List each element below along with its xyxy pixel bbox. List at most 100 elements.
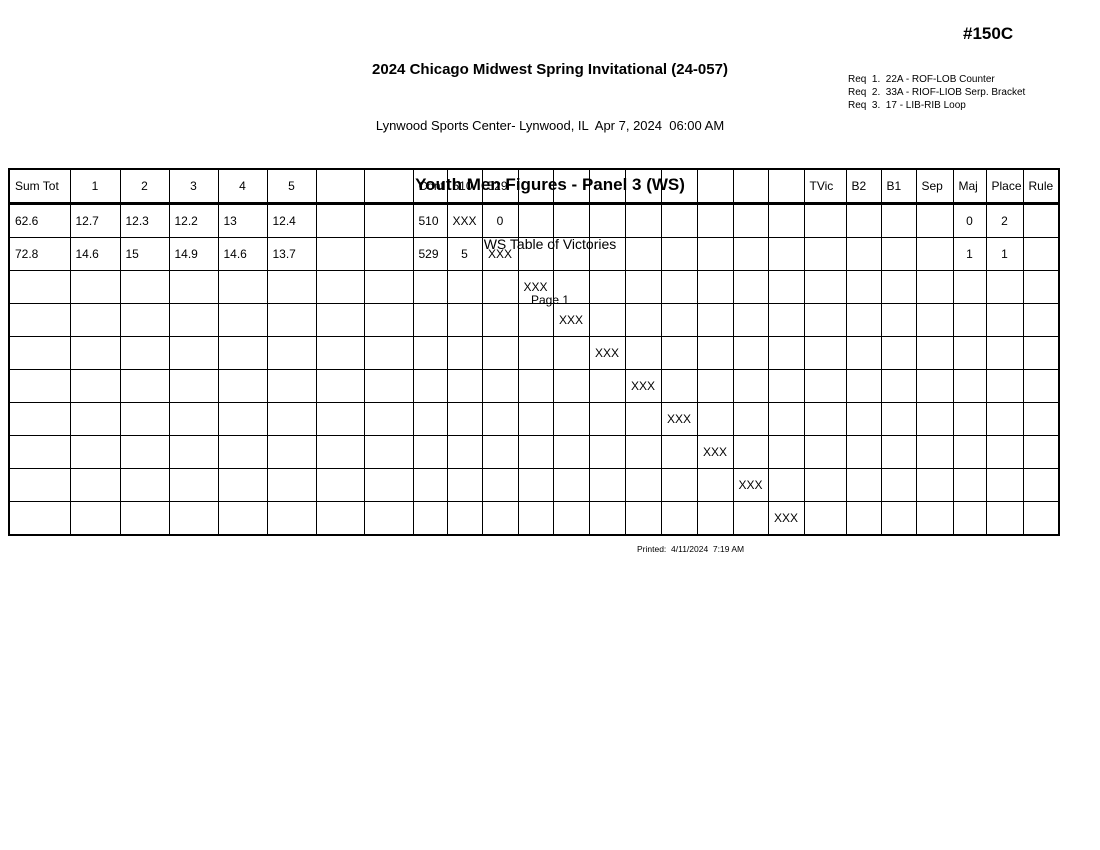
table-cell <box>446 468 483 502</box>
table-header-cell: 2 <box>119 168 170 205</box>
table-cell <box>266 501 317 536</box>
table-cell <box>363 203 414 238</box>
table-cell <box>552 468 590 502</box>
table-cell <box>446 303 483 337</box>
table-cell <box>446 369 483 403</box>
table-row: XXX <box>8 435 1060 469</box>
table-cell <box>446 336 483 370</box>
table-cell <box>552 369 590 403</box>
table-cell <box>732 203 769 238</box>
table-header-cell <box>732 168 769 205</box>
table-cell <box>363 402 414 436</box>
table-cell <box>217 336 268 370</box>
table-header-cell <box>696 168 734 205</box>
table-cell <box>266 468 317 502</box>
table-cell <box>481 435 519 469</box>
table-cell <box>69 336 121 370</box>
table-cell: XXX <box>552 303 590 337</box>
table-cell <box>985 501 1024 536</box>
table-cell <box>217 303 268 337</box>
table-cell <box>69 369 121 403</box>
table-cell <box>412 270 448 304</box>
table-cell <box>266 435 317 469</box>
table-cell <box>266 402 317 436</box>
table-cell <box>119 336 170 370</box>
table-cell <box>517 435 554 469</box>
table-cell <box>412 303 448 337</box>
table-cell <box>1022 203 1060 238</box>
table-cell <box>363 468 414 502</box>
table-cell <box>803 303 847 337</box>
table-cell <box>767 369 805 403</box>
table-cell: 0 <box>952 203 987 238</box>
table-cell <box>69 402 121 436</box>
table-cell <box>8 402 71 436</box>
requirement-line: Req 3. 17 - LIB-RIB Loop <box>848 100 966 111</box>
table-cell <box>69 501 121 536</box>
table-cell <box>845 402 882 436</box>
table-cell: XXX <box>696 435 734 469</box>
table-cell <box>8 468 71 502</box>
table-cell: 13.7 <box>266 237 317 271</box>
table-cell <box>363 303 414 337</box>
table-cell <box>69 468 121 502</box>
table-cell <box>880 501 917 536</box>
table-cell <box>8 369 71 403</box>
table-cell <box>880 303 917 337</box>
table-cell <box>845 501 882 536</box>
table-cell <box>985 270 1024 304</box>
table-cell <box>412 336 448 370</box>
table-cell <box>481 468 519 502</box>
table-cell <box>1022 369 1060 403</box>
table-cell <box>845 303 882 337</box>
table-cell <box>915 402 954 436</box>
table-cell <box>915 203 954 238</box>
table-cell <box>588 468 626 502</box>
table-cell <box>69 303 121 337</box>
table-cell <box>1022 237 1060 271</box>
requirement-line: Req 1. 22A - ROF-LOB Counter <box>848 74 995 85</box>
start-number: #150C <box>963 24 1014 43</box>
table-cell <box>8 303 71 337</box>
table-cell: 12.2 <box>168 203 219 238</box>
table-cell <box>446 501 483 536</box>
table-cell <box>985 468 1024 502</box>
table-cell <box>732 369 769 403</box>
table-cell <box>660 369 698 403</box>
venue-date-line: Lynwood Sports Center- Lynwood, IL Apr 7… <box>375 118 725 133</box>
table-cell <box>552 203 590 238</box>
table-cell <box>168 402 219 436</box>
table-cell <box>845 203 882 238</box>
table-row: 72.8 14.6 15 14.9 14.6 13.7 529 5 XXX 1 1 <box>8 237 1060 271</box>
table-cell <box>1022 402 1060 436</box>
table-cell <box>588 203 626 238</box>
requirement-line: Req 2. 33A - RIOF-LIOB Serp. Bracket <box>848 87 1026 98</box>
table-cell <box>119 402 170 436</box>
table-cell <box>481 501 519 536</box>
table-cell <box>552 501 590 536</box>
table-cell <box>767 270 805 304</box>
table-cell: 2 <box>985 203 1024 238</box>
table-cell <box>517 369 554 403</box>
table-cell <box>915 270 954 304</box>
table-cell <box>732 435 769 469</box>
table-cell <box>952 501 987 536</box>
table-cell <box>880 468 917 502</box>
table-cell <box>696 237 734 271</box>
table-cell <box>696 203 734 238</box>
table-cell <box>588 435 626 469</box>
table-cell <box>660 336 698 370</box>
table-cell: 1 <box>952 237 987 271</box>
table-row: XXX <box>8 369 1060 403</box>
table-cell <box>915 336 954 370</box>
table-header-cell: 5 <box>266 168 317 205</box>
table-cell <box>69 435 121 469</box>
table-cell <box>696 501 734 536</box>
table-header-row: Sum Tot 1 2 3 4 5 Cont 510 529 TVic B2 B1 Sep Maj Plac… <box>8 168 1060 205</box>
table-header-cell: Place <box>985 168 1024 205</box>
table-header-cell: 1 <box>69 168 121 205</box>
table-cell <box>8 270 71 304</box>
table-cell <box>696 369 734 403</box>
table-cell <box>315 369 365 403</box>
table-cell <box>412 435 448 469</box>
